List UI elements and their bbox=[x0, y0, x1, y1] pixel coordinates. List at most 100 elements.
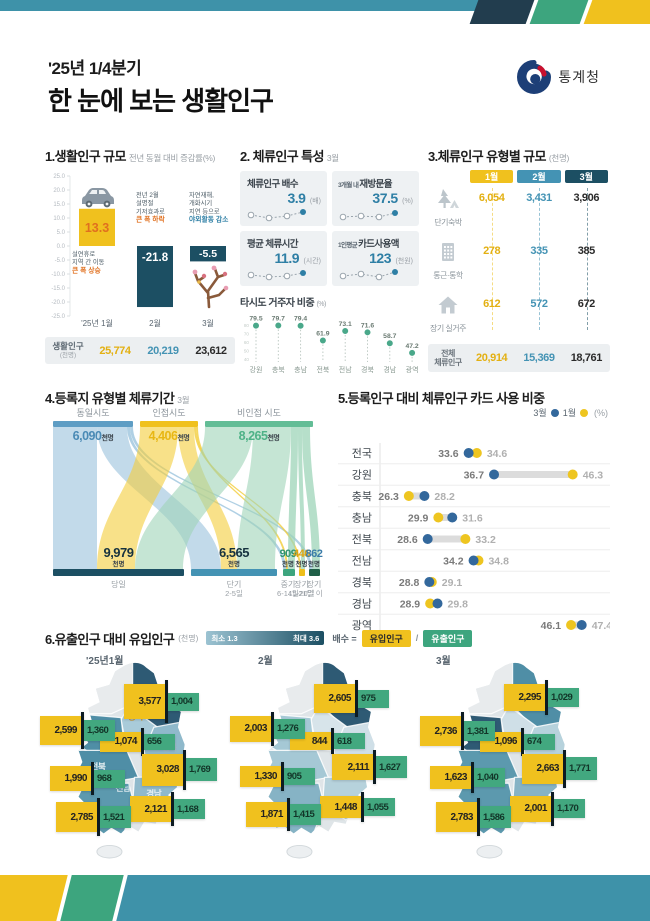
sankey-flow bbox=[288, 427, 298, 569]
low-value: 26.3 bbox=[378, 491, 399, 503]
high-value: 34.8 bbox=[488, 556, 509, 568]
divider-bar bbox=[477, 798, 480, 837]
bar bbox=[190, 246, 226, 262]
outflow-value: 1,415 bbox=[290, 803, 321, 825]
low-value: 28.8 bbox=[399, 577, 420, 589]
march-dot-icon bbox=[550, 408, 559, 417]
lollipop-dot bbox=[296, 321, 305, 330]
lollipop-value: 71.6 bbox=[361, 322, 374, 329]
lollipop-value: 58.7 bbox=[383, 333, 396, 340]
total-row: 전체 체류인구 20,914 15,369 18,761 bbox=[428, 344, 610, 372]
quarter-label: '25년 1/4분기 bbox=[48, 59, 142, 78]
total-value: 18,761 bbox=[570, 352, 603, 364]
stay-type-table: 1월 2월 3월 단기숙박 6,054 3,431 3,906 통근·통학 278 335 38… bbox=[428, 170, 610, 372]
low-value: 28.6 bbox=[397, 534, 418, 546]
section-stay-duration-sankey: 4.등록지 유형별 체류기간 3월 동일시도 6,090천명 인접시도 4,406천명 비… bbox=[45, 388, 330, 626]
outflow-value: 1,055 bbox=[364, 797, 395, 817]
bar-value: -5.5 bbox=[199, 248, 217, 260]
inflow-legend-chip: 유입인구 bbox=[361, 629, 411, 647]
cell-value: 385 bbox=[577, 245, 596, 257]
monthly-change-bar-chart: 25.0 20.0 15.0 10.0 5.0 0.0 -5.0 -10.0 -15.0 -20.… bbox=[45, 168, 235, 335]
sankey-target-bar bbox=[283, 569, 295, 576]
inflow-value: 2,736 bbox=[420, 716, 461, 747]
lollipop-dot bbox=[274, 321, 283, 330]
outflow-value: 1,586 bbox=[480, 806, 511, 829]
section6-title: 6.유출인구 대비 유입인구 bbox=[45, 631, 175, 647]
bottom-decor-stripe bbox=[0, 875, 650, 921]
inflow-value: 1,448 bbox=[320, 796, 361, 819]
section3-title: 3.체류인구 유형별 규모 (천명) bbox=[428, 149, 570, 164]
sankey-flow bbox=[97, 427, 178, 569]
march-dot bbox=[447, 512, 458, 523]
region-flow-chip-강원: 2,295 1,029 bbox=[504, 680, 579, 716]
other-region-residents-chart: 80 70 60 50 40 79.5 강원 79.7 충북 79.4 충남 61.9 전북 73.1 전남… bbox=[240, 309, 420, 380]
lollipop-category: 경북 bbox=[361, 365, 374, 374]
total-value: 20,914 bbox=[476, 352, 508, 364]
lollipop-svg: 80 70 60 50 40 79.5 강원 79.7 충북 79.4 충남 61.9 전북 73.1 전남… bbox=[244, 315, 419, 374]
inflow-value: 1,623 bbox=[430, 766, 471, 790]
lollipop-value: 47.2 bbox=[405, 343, 418, 350]
lollipop-category: 전남 bbox=[339, 365, 352, 374]
stats-korea-logo-icon bbox=[517, 60, 552, 94]
sankey-target-unit: 천명 bbox=[228, 559, 240, 568]
stripe-green bbox=[60, 875, 124, 921]
annotation-line: 설명절 bbox=[136, 198, 154, 207]
page-title: 한 눈에 보는 생활인구 bbox=[48, 86, 274, 116]
stat-card-label: 3개월 내재방문율 bbox=[338, 179, 393, 190]
stat-cards: 체류인구 배수 3.9 (배) 3개월 내재방문율 37.5 (%) 평균 체류… bbox=[240, 171, 420, 286]
inflow-value: 1,330 bbox=[240, 766, 281, 788]
house-icon bbox=[438, 296, 458, 314]
lollipop-value: 61.9 bbox=[316, 331, 329, 338]
outflow-value: 1,029 bbox=[548, 688, 579, 707]
bar-category-label: '25년 1월 bbox=[81, 318, 113, 328]
region-name-label: 전북 bbox=[90, 761, 105, 772]
high-value: 29.1 bbox=[442, 577, 463, 589]
column-connector bbox=[492, 188, 493, 330]
january-dot bbox=[433, 512, 444, 523]
cell-value: 612 bbox=[483, 298, 501, 310]
sankey-target-value: 909 bbox=[280, 548, 297, 560]
january-dot-icon bbox=[580, 408, 588, 417]
divider-bar bbox=[551, 792, 554, 826]
sankey-target-bar bbox=[299, 569, 305, 576]
bar bbox=[79, 208, 115, 246]
sankey-source-label: 인접시도 bbox=[152, 407, 185, 418]
sankey-target-bar bbox=[191, 569, 277, 576]
section-living-population-scale: 1.생활인구 규모 전년 동월 대비 증감률(%) 25.0 20.0 15.0 10.… bbox=[45, 146, 235, 366]
inflow-value: 2,785 bbox=[56, 802, 97, 833]
january-dot bbox=[567, 469, 578, 480]
sankey-target-label: 장기 bbox=[294, 579, 309, 589]
card-usage-dumbbell-chart: 전국 33.6 34.6 강원 36.7 46.3 충북 26.3 28.2 충남 29.9 31.6… bbox=[338, 407, 612, 650]
sankey-source-label: 동일시도 bbox=[76, 408, 109, 418]
svg-text:40: 40 bbox=[244, 357, 250, 362]
table-header: 1월 2월 3월 bbox=[428, 170, 610, 183]
bar-value: -21.8 bbox=[142, 252, 169, 264]
high-value: 33.2 bbox=[475, 534, 496, 546]
total-value: 15,369 bbox=[523, 352, 555, 364]
annotation-line: 설연휴로 bbox=[72, 250, 95, 258]
lollipop-value: 79.5 bbox=[249, 316, 262, 323]
annotation-emph: 큰 폭 하락 bbox=[136, 215, 166, 224]
summary-values: 25,774 20,219 23,612 bbox=[91, 345, 235, 357]
sankey-target-sub: 2-5일 bbox=[225, 589, 243, 598]
column-header: 3월 bbox=[564, 170, 608, 183]
annotation-line: 지연 등으로 bbox=[189, 206, 220, 215]
high-value: 34.6 bbox=[487, 448, 508, 460]
stat-card-stay-hours: 평균 체류시간 11.9 (시간) bbox=[240, 231, 327, 286]
monthly-flow-maps: '25년1월강원충북충남경북전북경남전남 3,577 1,004 1,074 6… bbox=[40, 650, 610, 868]
stat-card-revisit: 3개월 내재방문율 37.5 (%) bbox=[332, 171, 419, 226]
section4-title: 4.등록지 유형별 체류기간 3월 bbox=[45, 391, 190, 406]
outflow-value: 1,381 bbox=[464, 720, 495, 742]
inflow-value: 2,111 bbox=[332, 754, 373, 781]
sankey-target-unit: 천명 bbox=[282, 559, 294, 568]
bar-value: 13.3 bbox=[85, 221, 109, 235]
table-row: 통근·통학 278 335 385 bbox=[428, 236, 610, 289]
outflow-value: 618 bbox=[334, 733, 365, 750]
map-panel: 3월 2,295 1,029 1,096 674 2,736 1,381 2,6… bbox=[420, 650, 610, 868]
march-dot bbox=[576, 620, 587, 630]
sankey-target-unit: 천명 bbox=[113, 559, 125, 568]
divider-bar bbox=[165, 680, 168, 724]
inflow-value: 1,871 bbox=[246, 802, 287, 827]
